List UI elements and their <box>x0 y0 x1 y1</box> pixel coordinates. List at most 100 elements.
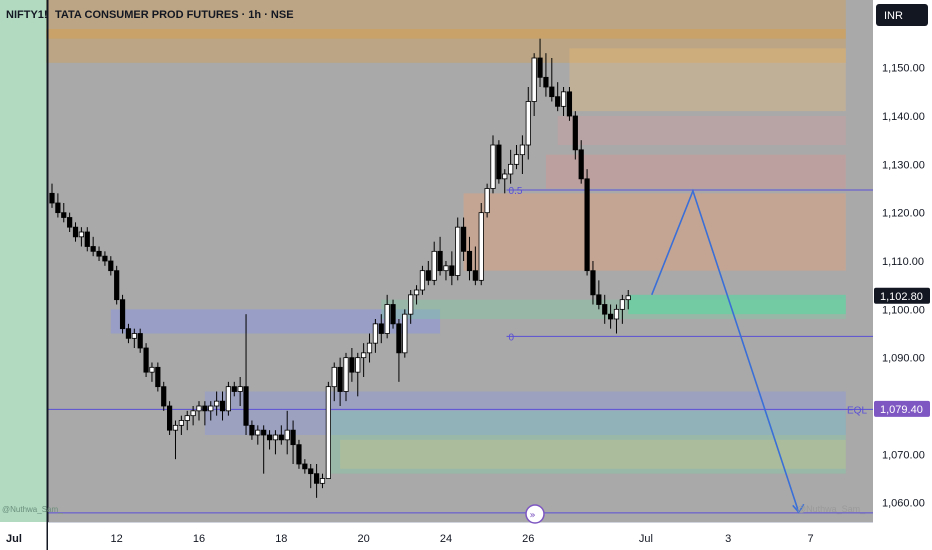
candle-body-96 <box>613 308 620 320</box>
plot-background <box>48 0 873 522</box>
candle-body-20 <box>166 405 173 431</box>
candle-body-90 <box>578 149 584 180</box>
eql-price-tag-label: 1,079.40 <box>880 404 923 416</box>
candle-body-31 <box>231 386 237 392</box>
candle-body-81 <box>525 101 531 146</box>
current-price-tag <box>874 287 930 304</box>
candle-body-47 <box>325 386 331 479</box>
candle-body-66 <box>437 250 443 272</box>
candle-body-42 <box>296 444 302 465</box>
zone-5 <box>545 154 846 189</box>
candle-body-50 <box>343 357 349 392</box>
candle-body-86 <box>555 96 561 107</box>
candle-body-18 <box>155 366 161 388</box>
eql-price-tag <box>874 400 930 417</box>
y-tick-label: 1,090.00 <box>882 353 925 365</box>
x-tick-label: 26 <box>522 533 534 545</box>
candle-body-46 <box>319 478 326 484</box>
x-tick-label: 7 <box>807 533 813 545</box>
candle-body-98 <box>625 295 631 301</box>
forecast-layer <box>651 188 805 514</box>
candle-body-80 <box>519 144 526 156</box>
candle-body-65 <box>431 250 437 281</box>
candle-body-73 <box>478 212 484 281</box>
candle-body-14 <box>131 333 137 339</box>
candle-body-62 <box>413 289 420 296</box>
go-to-realtime-button[interactable] <box>525 504 545 524</box>
candle-body-38 <box>272 434 279 441</box>
candle-body-52 <box>355 357 361 373</box>
x-tick-label: 20 <box>358 533 370 545</box>
candle-body-41 <box>290 429 296 446</box>
zone-3 <box>569 48 846 112</box>
candle-body-0 <box>49 192 55 204</box>
candle-body-25 <box>196 405 202 412</box>
candle-body-6 <box>84 231 90 247</box>
candle-body-59 <box>396 323 402 354</box>
candle-body-11 <box>114 270 120 301</box>
candle-body-27 <box>208 405 214 412</box>
candle-body-34 <box>249 424 255 436</box>
candle-body-29 <box>219 400 226 412</box>
candle-body-78 <box>508 163 514 175</box>
zone-9 <box>381 299 846 319</box>
candle-body-60 <box>402 313 408 354</box>
candle-body-53 <box>361 352 367 359</box>
x-tick-label: 16 <box>193 533 205 545</box>
y-tick-label: 1,120.00 <box>882 208 925 220</box>
left-pane-date-label: Jul <box>6 533 22 545</box>
candles-layer <box>49 38 631 498</box>
candle-body-83 <box>537 57 543 78</box>
zone-10 <box>204 391 846 435</box>
symbol-tab[interactable]: NIFTY1! <box>6 9 48 21</box>
currency-button[interactable] <box>876 4 928 26</box>
candle-body-48 <box>331 366 337 388</box>
candle-body-77 <box>502 173 508 180</box>
candle-body-94 <box>602 304 608 315</box>
candle-body-2 <box>61 212 67 218</box>
candle-body-4 <box>72 226 79 238</box>
forecast-arrowhead <box>792 503 805 514</box>
candle-body-1 <box>55 202 61 214</box>
candle-body-9 <box>102 255 108 262</box>
candle-body-43 <box>302 463 308 470</box>
forecast-path <box>651 188 800 513</box>
candle-body-40 <box>284 429 290 441</box>
candle-body-21 <box>172 424 179 431</box>
candle-body-88 <box>566 91 573 117</box>
currency-button-label[interactable]: INR <box>884 10 903 22</box>
candle-body-8 <box>96 250 102 257</box>
candle-body-32 <box>237 386 243 392</box>
level-label-2: EQL <box>847 405 867 416</box>
candle-body-33 <box>243 386 249 426</box>
zone-7 <box>628 294 846 315</box>
candle-body-71 <box>466 250 473 272</box>
candle-body-12 <box>119 299 126 330</box>
candle-body-49 <box>337 366 343 392</box>
candle-body-57 <box>384 304 390 334</box>
candle-body-28 <box>214 400 220 407</box>
time-axis[interactable] <box>48 522 873 550</box>
candle-body-97 <box>619 299 625 310</box>
level-label-1: 0 <box>509 332 515 343</box>
candle-body-85 <box>549 86 555 98</box>
candle-body-68 <box>449 265 455 276</box>
level-label-0: 0.5 <box>509 186 523 197</box>
candle-body-17 <box>149 366 155 373</box>
zone-2 <box>46 29 846 39</box>
candle-body-23 <box>184 415 190 421</box>
go-to-realtime-icon[interactable]: » <box>530 510 536 521</box>
candle-body-3 <box>67 217 73 228</box>
price-axis[interactable] <box>873 0 932 522</box>
candle-body-95 <box>608 313 614 320</box>
candle-body-79 <box>513 154 520 165</box>
candle-body-61 <box>408 294 414 315</box>
candle-body-54 <box>366 342 373 354</box>
price-tags: 1,102.80 1,079.40 <box>874 287 930 417</box>
candle-body-30 <box>225 386 231 412</box>
left-pane-watermark: @Nuthwa_Sam_ <box>2 505 63 514</box>
candle-body-55 <box>372 323 379 344</box>
zone-4 <box>557 116 846 145</box>
candle-body-67 <box>443 265 449 272</box>
